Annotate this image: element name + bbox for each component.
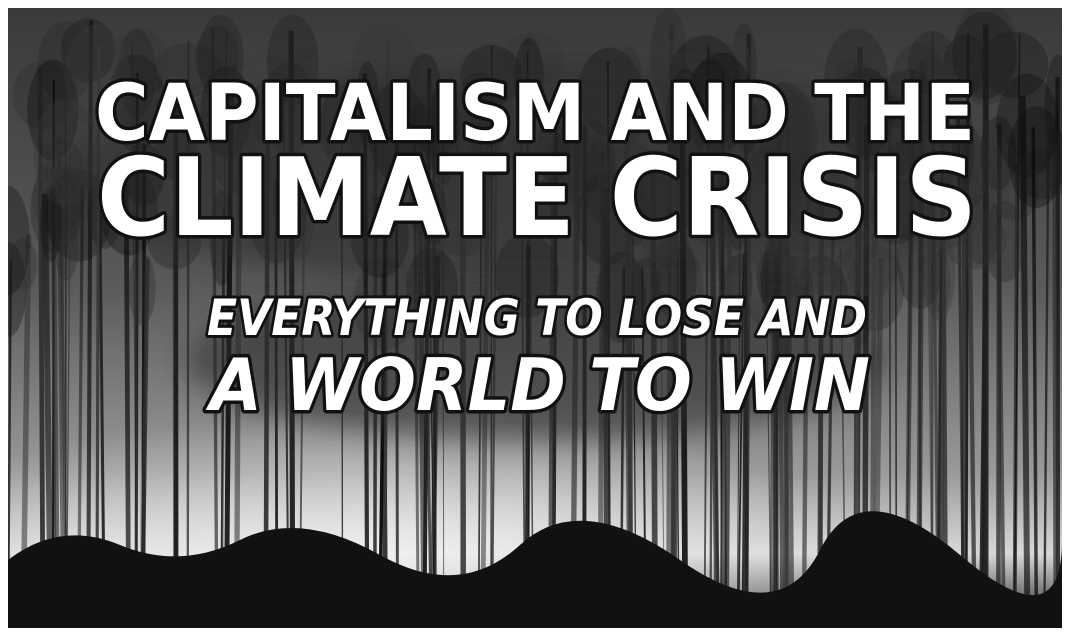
page: CAPITALISM AND THE CLIMATE CRISIS EVERYT… bbox=[0, 0, 1065, 632]
title-line-2: CLIMATE CRISIS bbox=[97, 136, 977, 261]
subtitle-line-1: EVERYTHING TO LOSE AND bbox=[207, 289, 867, 347]
poster: CAPITALISM AND THE CLIMATE CRISIS EVERYT… bbox=[0, 0, 1065, 632]
tree-crown bbox=[1008, 106, 1065, 208]
tree-trunk bbox=[984, 25, 985, 630]
tree-crown bbox=[128, 252, 155, 325]
tree-trunk bbox=[3, 210, 9, 630]
tree-trunk bbox=[1054, 130, 1055, 630]
subtitle-line-2: A WORLD TO WIN bbox=[205, 343, 870, 427]
